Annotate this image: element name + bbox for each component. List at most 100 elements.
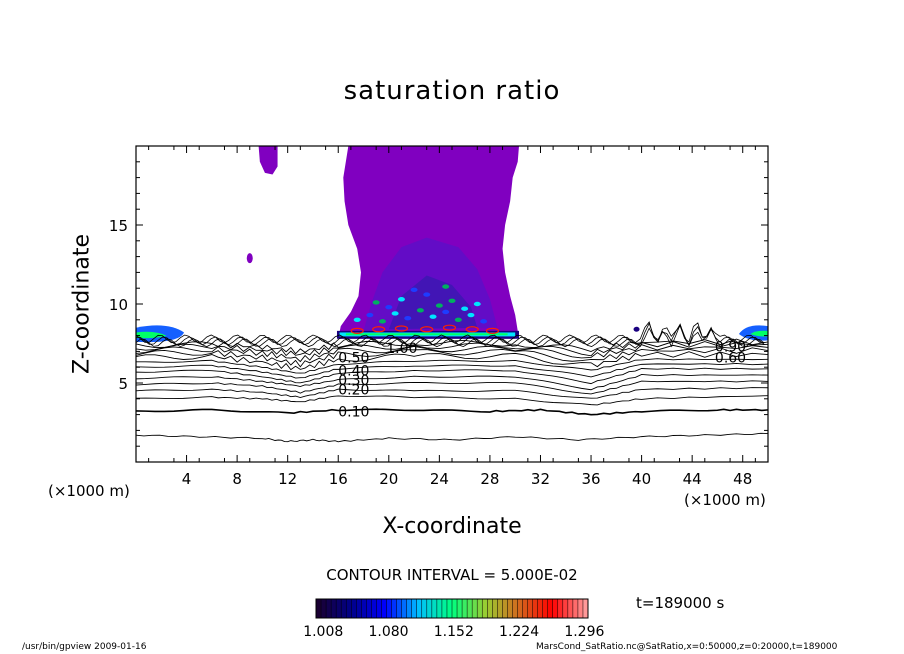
x-tick-label: 20 xyxy=(379,470,398,488)
colorbar-stripe xyxy=(326,599,332,618)
colorbar-stripe xyxy=(457,599,463,618)
source-label: MarsCond_SatRatio.nc@SatRatio,x=0:50000,… xyxy=(536,642,838,652)
colorbar-stripe xyxy=(527,599,534,618)
contour-interval-label: CONTOUR INTERVAL = 5.000E-02 xyxy=(326,566,578,584)
contour-label: 1.00 xyxy=(386,341,417,357)
cloud-base-green xyxy=(345,333,508,336)
colorbar-stripe xyxy=(401,599,408,618)
x-tick-label: 40 xyxy=(632,470,651,488)
program-label: /usr/bin/gpview 2009-01-16 xyxy=(22,642,147,652)
colorbar-stripe xyxy=(562,599,569,618)
x-tick-label: 44 xyxy=(683,470,702,488)
colorbar-stripe xyxy=(386,599,393,618)
high-ratio-patch xyxy=(420,326,434,333)
colorbar-stripe xyxy=(441,599,448,618)
y-tick-label: 5 xyxy=(118,375,128,393)
contour-line xyxy=(136,395,768,406)
colorbar-stripe xyxy=(522,599,529,618)
y-tick-label: 10 xyxy=(109,296,128,314)
x-unit-right: (×1000 m) xyxy=(684,491,766,509)
saturation-fill-layer xyxy=(136,146,768,343)
cloud-speckle xyxy=(404,316,412,321)
contour-line xyxy=(136,347,768,368)
contour-label: 0.60 xyxy=(715,351,746,367)
x-tick-label: 16 xyxy=(329,470,348,488)
colorbar-stripe xyxy=(346,599,352,618)
left-edge-cloud-core xyxy=(136,331,167,339)
high-ratio-patch xyxy=(394,325,409,332)
cloud-speckle xyxy=(416,308,424,313)
cloud-speckle xyxy=(454,317,462,322)
cloud-speckle xyxy=(385,304,393,310)
contour-labels-layer: 0.10 0.200.300.400.50 0.600.90 1.00 xyxy=(338,340,746,421)
colorbar-stripe xyxy=(517,599,524,618)
cloud-speckle xyxy=(397,297,405,302)
colorbar-stripe xyxy=(582,599,589,618)
colorbar-stripe xyxy=(331,599,337,618)
high-ratio-patch xyxy=(485,327,500,334)
cloud-speckle xyxy=(353,317,361,322)
high-ratio-patch xyxy=(372,326,386,333)
x-tick-label: 28 xyxy=(480,470,499,488)
colorbar-stripe xyxy=(472,599,478,618)
colorbar-stripe xyxy=(336,599,342,618)
time-label: t=189000 s xyxy=(636,594,725,612)
small-blob xyxy=(246,253,253,264)
colorbar-stripe xyxy=(547,599,554,618)
contour-line xyxy=(136,374,768,391)
colorbar-stripe xyxy=(371,599,377,618)
colorbar-stripe xyxy=(512,599,518,618)
colorbar-stripe xyxy=(507,599,513,618)
contour-line xyxy=(136,387,768,399)
colorbar-stripe xyxy=(316,599,322,618)
upper-left-plume xyxy=(258,146,278,175)
cloud-speckle xyxy=(391,311,399,316)
cloud-speckle xyxy=(480,319,488,324)
right-small-blob xyxy=(633,326,640,332)
x-tick-label: 36 xyxy=(581,470,600,488)
x-unit-left: (×1000 m) xyxy=(48,482,130,500)
contour-line xyxy=(136,321,765,344)
cloud-speckle xyxy=(378,319,386,324)
colorbar-stripe xyxy=(431,599,438,618)
colorbar-stripe xyxy=(436,599,443,618)
cloud-speckle xyxy=(372,300,380,305)
colorbar-stripe xyxy=(567,599,574,618)
colorbar-stripe xyxy=(557,599,564,618)
cloud-speckle xyxy=(410,287,418,292)
colorbar-stripe xyxy=(477,599,483,618)
contour-line xyxy=(136,351,768,371)
contour-line xyxy=(136,408,768,416)
colorbar-stripe xyxy=(376,599,382,618)
cloud-speckle xyxy=(442,284,450,289)
y-axis-label: Z-coordinate xyxy=(69,234,95,374)
colorbar-stripe xyxy=(321,599,327,618)
x-tick-label: 32 xyxy=(531,470,550,488)
colorbar-stripe xyxy=(572,599,579,618)
colorbar-tick-label: 1.080 xyxy=(368,624,408,640)
colorbar: 1.008 1.080 1.152 1.224 1.296 xyxy=(303,598,604,640)
colorbar-stripe xyxy=(341,599,347,618)
contour-line xyxy=(136,380,768,395)
contour-line xyxy=(136,358,768,374)
colorbar-stripe xyxy=(537,599,544,618)
colorbar-stripe xyxy=(366,599,372,618)
colorbar-stripe xyxy=(416,599,423,618)
colorbar-tick-label: 1.008 xyxy=(303,624,343,640)
colorbar-stripe xyxy=(492,599,498,618)
colorbar-stripe xyxy=(381,599,388,618)
x-tick-label: 8 xyxy=(232,470,242,488)
colorbar-frame xyxy=(315,598,589,619)
contour-line xyxy=(136,432,768,443)
colorbar-stripe xyxy=(406,599,413,618)
colorbar-stripe xyxy=(391,599,398,618)
x-tick-label: 48 xyxy=(733,470,752,488)
contour-label: 0.50 xyxy=(338,351,369,367)
colorbar-tick-label: 1.152 xyxy=(434,624,474,640)
colorbar-stripe xyxy=(487,599,493,618)
y-tick-label: 15 xyxy=(109,217,128,235)
contour-lines-layer xyxy=(136,321,768,443)
colorbar-stripe xyxy=(532,599,539,618)
colorbar-stripe xyxy=(497,599,503,618)
